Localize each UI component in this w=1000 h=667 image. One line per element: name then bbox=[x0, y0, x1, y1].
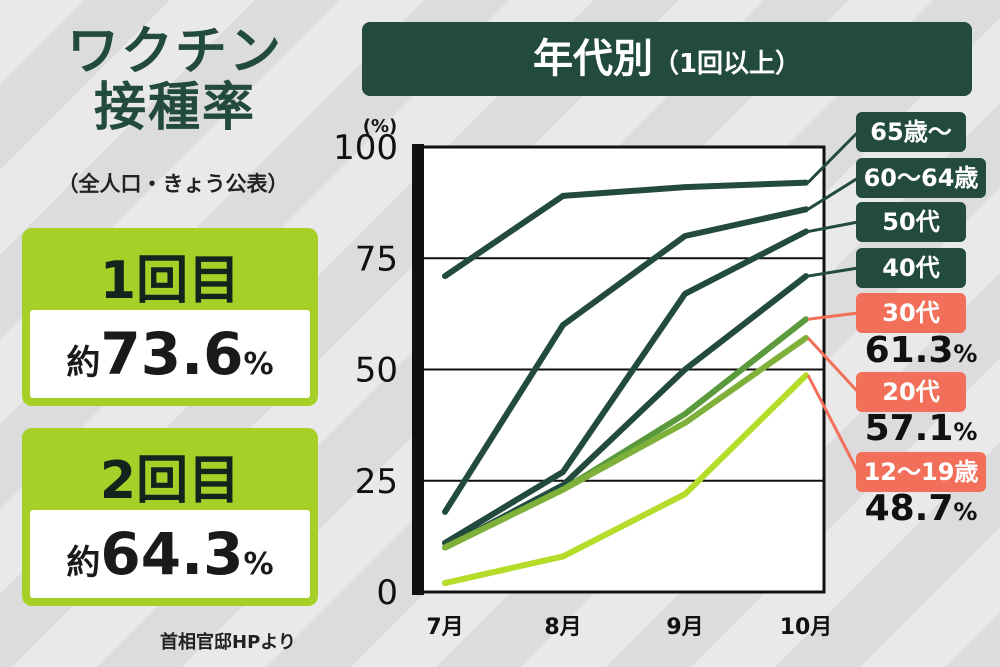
label-leader-line bbox=[806, 336, 860, 394]
series-line bbox=[442, 179, 809, 280]
label-leader-line bbox=[807, 176, 859, 211]
series-line bbox=[442, 372, 809, 587]
dose2-prefix: 約 bbox=[66, 543, 101, 583]
series-line bbox=[442, 334, 809, 551]
label-leader-line bbox=[806, 374, 860, 473]
y-tick-label: 0 bbox=[376, 573, 398, 613]
subtitle: （全人口・きょう公表） bbox=[57, 172, 289, 196]
chart-title-suffix: （1回以上） bbox=[652, 49, 802, 79]
series-tag: 30代 bbox=[856, 293, 966, 333]
series-tag: 40代 bbox=[856, 248, 966, 288]
main-title: ワクチン 接種率 bbox=[40, 24, 310, 136]
y-axis-bar bbox=[412, 144, 424, 595]
label-leader-line bbox=[807, 266, 859, 278]
series-value-label: 48.7% bbox=[864, 488, 978, 529]
label-leader-line bbox=[806, 130, 860, 184]
main-title-line2: 接種率 bbox=[93, 78, 256, 138]
series-tag: 60〜64歳 bbox=[856, 158, 986, 198]
y-tick-label: 75 bbox=[355, 239, 398, 279]
y-axis-unit: (%) bbox=[363, 116, 398, 137]
x-tick-label: 8月 bbox=[544, 615, 581, 640]
dose2-value-box: 約64.3% bbox=[30, 510, 310, 598]
series-value-label: 61.3% bbox=[864, 330, 978, 371]
series-tag: 50代 bbox=[856, 202, 966, 242]
dose2-panel: 2回目 約64.3% bbox=[22, 428, 318, 606]
dose2-value: 64.3 bbox=[100, 520, 244, 588]
series-line bbox=[442, 228, 809, 546]
source-note: 首相官邸HPより bbox=[160, 632, 296, 653]
dose1-value-box: 約73.6% bbox=[30, 310, 310, 398]
main-title-line1: ワクチン bbox=[66, 22, 283, 82]
chart-title: 年代別（1回以上） bbox=[362, 22, 972, 96]
y-tick-label: 25 bbox=[355, 462, 398, 502]
x-tick-label: 9月 bbox=[666, 615, 703, 640]
y-tick-label: 100 bbox=[333, 128, 398, 168]
series-tag: 65歳〜 bbox=[856, 112, 966, 152]
y-tick-label: 50 bbox=[355, 351, 398, 391]
dose1-label: 1回目 bbox=[99, 251, 241, 311]
label-leader-line bbox=[807, 311, 859, 321]
series-tag: 20代 bbox=[856, 372, 966, 412]
dose1-prefix: 約 bbox=[66, 343, 101, 383]
dose1-value: 73.6 bbox=[100, 320, 244, 388]
series-line bbox=[442, 206, 809, 515]
chart-title-main: 年代別 bbox=[532, 36, 653, 82]
x-tick-label: 7月 bbox=[426, 615, 463, 640]
dose2-unit: % bbox=[243, 547, 274, 582]
dose1-panel: 1回目 約73.6% bbox=[22, 228, 318, 406]
series-value-label: 57.1% bbox=[864, 408, 978, 449]
series-tag: 12〜19歳 bbox=[856, 452, 986, 492]
label-leader-line bbox=[807, 220, 859, 234]
x-tick-label: 10月 bbox=[780, 615, 833, 640]
dose1-unit: % bbox=[243, 347, 274, 382]
dose2-label: 2回目 bbox=[99, 451, 241, 511]
